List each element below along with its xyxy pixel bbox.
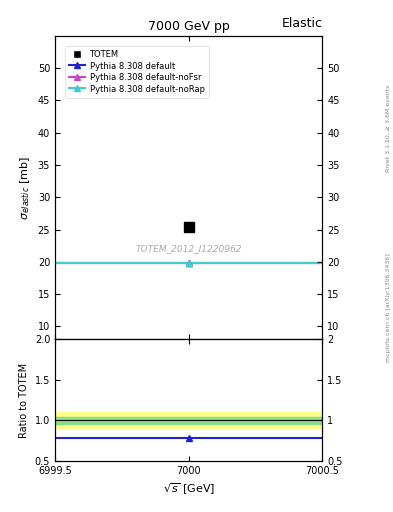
Text: mcplots.cern.ch [arXiv:1306.3436]: mcplots.cern.ch [arXiv:1306.3436]	[386, 253, 391, 361]
Bar	[55, 417, 322, 423]
Bar	[55, 412, 322, 429]
Text: Rivet 3.1.10, ≥ 3.6M events: Rivet 3.1.10, ≥ 3.6M events	[386, 84, 391, 172]
Y-axis label: Ratio to TOTEM: Ratio to TOTEM	[19, 362, 29, 438]
Title: 7000 GeV pp: 7000 GeV pp	[148, 20, 230, 33]
X-axis label: $\sqrt{s}$ [GeV]: $\sqrt{s}$ [GeV]	[163, 481, 215, 497]
Legend: TOTEM, Pythia 8.308 default, Pythia 8.308 default-noFsr, Pythia 8.308 default-no: TOTEM, Pythia 8.308 default, Pythia 8.30…	[64, 46, 209, 98]
Text: Elastic: Elastic	[281, 17, 322, 30]
Y-axis label: $\sigma_{elastic}$ [mb]: $\sigma_{elastic}$ [mb]	[18, 156, 32, 220]
Text: TOTEM_2012_I1220962: TOTEM_2012_I1220962	[136, 244, 242, 253]
